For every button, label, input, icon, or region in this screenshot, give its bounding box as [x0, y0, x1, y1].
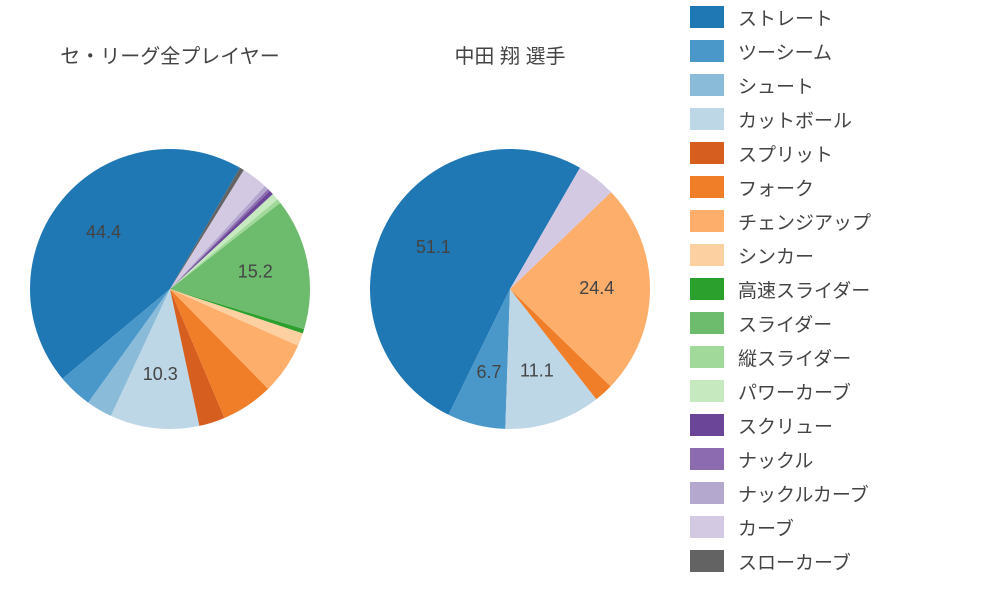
legend-label: 縦スライダー: [738, 344, 851, 371]
legend-item: シュート: [690, 68, 990, 102]
legend-item: ナックル: [690, 442, 990, 476]
legend-swatch: [690, 40, 724, 62]
legend-label: ナックルカーブ: [738, 480, 869, 507]
pie-right-title: 中田 翔 選手: [340, 40, 680, 69]
legend-item: スローカーブ: [690, 544, 990, 578]
legend-item: スライダー: [690, 306, 990, 340]
legend-item: 縦スライダー: [690, 340, 990, 374]
legend-swatch: [690, 312, 724, 334]
legend-label: カーブ: [738, 514, 794, 541]
legend-swatch: [690, 346, 724, 368]
legend-label: スローカーブ: [738, 548, 851, 575]
legend: ストレートツーシームシュートカットボールスプリットフォークチェンジアップシンカー…: [690, 0, 990, 578]
legend-label: チェンジアップ: [738, 208, 871, 235]
legend-swatch: [690, 414, 724, 436]
pie-slice-label: 44.4: [86, 222, 121, 242]
pie-slice-label: 11.1: [520, 360, 554, 380]
legend-swatch: [690, 278, 724, 300]
chart-container: セ・リーグ全プレイヤー 44.4 10.3 15.2 中田 翔 選手 51.1 6.7…: [0, 0, 1000, 600]
legend-item: 高速スライダー: [690, 272, 990, 306]
pie-left-wrap: セ・リーグ全プレイヤー 44.4 10.3 15.2: [0, 40, 340, 479]
legend-item: カットボール: [690, 102, 990, 136]
legend-swatch: [690, 176, 724, 198]
pie-slice-label: 10.3: [143, 364, 178, 384]
legend-label: パワーカーブ: [738, 378, 851, 405]
pie-charts-area: セ・リーグ全プレイヤー 44.4 10.3 15.2 中田 翔 選手 51.1 6.7…: [0, 0, 680, 600]
legend-swatch: [690, 482, 724, 504]
legend-label: ストレート: [738, 4, 833, 31]
legend-item: スプリット: [690, 136, 990, 170]
legend-swatch: [690, 210, 724, 232]
legend-label: ツーシーム: [738, 38, 832, 65]
legend-swatch: [690, 380, 724, 402]
legend-swatch: [690, 550, 724, 572]
legend-item: フォーク: [690, 170, 990, 204]
legend-label: フォーク: [738, 174, 814, 201]
legend-item: ナックルカーブ: [690, 476, 990, 510]
pie-left-title: セ・リーグ全プレイヤー: [0, 40, 340, 69]
legend-label: シュート: [738, 72, 814, 99]
legend-swatch: [690, 142, 724, 164]
legend-label: カットボール: [738, 106, 852, 133]
legend-item: パワーカーブ: [690, 374, 990, 408]
legend-label: スライダー: [738, 310, 832, 337]
legend-swatch: [690, 448, 724, 470]
pie-slice-label: 15.2: [238, 262, 273, 282]
legend-item: スクリュー: [690, 408, 990, 442]
pie-right-wrap: 中田 翔 選手 51.1 6.7 11.1 24.4: [340, 40, 680, 479]
legend-item: ストレート: [690, 0, 990, 34]
legend-swatch: [690, 6, 724, 28]
legend-label: ナックル: [738, 446, 813, 473]
legend-label: 高速スライダー: [738, 276, 870, 303]
pie-slice-label: 24.4: [579, 278, 614, 298]
pie-right-svg: 51.1 6.7 11.1 24.4: [340, 99, 680, 479]
pie-slice-label: 6.7: [477, 362, 502, 382]
pie-slice-label: 51.1: [416, 237, 451, 257]
legend-item: カーブ: [690, 510, 990, 544]
legend-item: シンカー: [690, 238, 990, 272]
legend-label: スクリュー: [738, 412, 833, 439]
legend-swatch: [690, 516, 724, 538]
legend-item: チェンジアップ: [690, 204, 990, 238]
legend-item: ツーシーム: [690, 34, 990, 68]
legend-label: スプリット: [738, 140, 833, 167]
pie-left-svg: 44.4 10.3 15.2: [0, 99, 340, 479]
legend-swatch: [690, 108, 724, 130]
legend-label: シンカー: [738, 242, 814, 269]
legend-swatch: [690, 244, 724, 266]
legend-swatch: [690, 74, 724, 96]
